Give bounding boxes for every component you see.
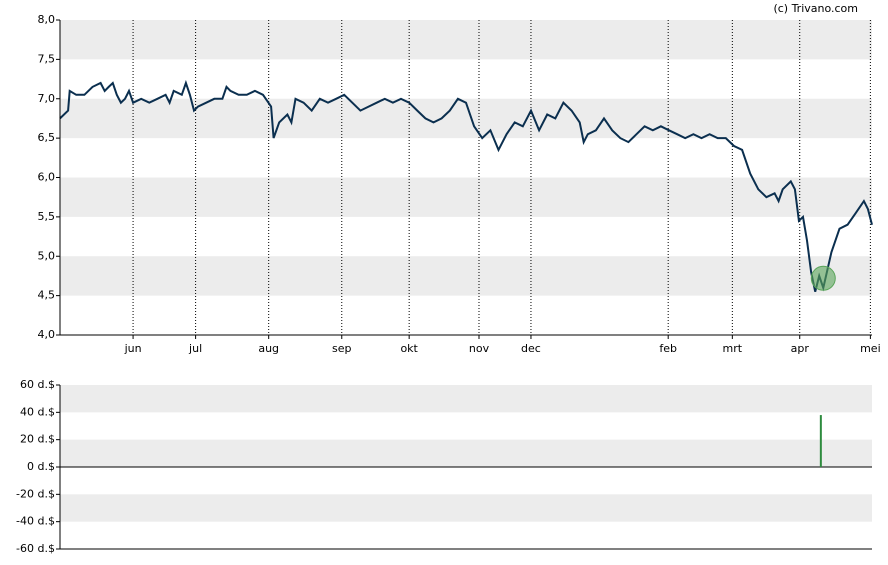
marker bbox=[810, 265, 836, 291]
x-tick-label: okt bbox=[400, 342, 418, 355]
price-line bbox=[59, 79, 873, 292]
y-tick-label: -20 d.$ bbox=[16, 487, 55, 500]
y-tick-label: 4,5 bbox=[38, 289, 56, 302]
x-tick-label: mei bbox=[860, 342, 881, 355]
y-tick-label: 60 d.$ bbox=[20, 378, 55, 391]
x-tick-label: nov bbox=[469, 342, 490, 355]
y-tick-label: 0 d.$ bbox=[27, 460, 55, 473]
y-tick-label: 4,0 bbox=[38, 328, 56, 341]
x-tick-label: jul bbox=[188, 342, 202, 355]
y-tick-label: 20 d.$ bbox=[20, 433, 55, 446]
x-tick-label: mrt bbox=[723, 342, 743, 355]
band bbox=[60, 20, 872, 60]
x-tick-label: feb bbox=[659, 342, 677, 355]
y-tick-label: 6,5 bbox=[38, 131, 56, 144]
y-tick-label: 40 d.$ bbox=[20, 405, 55, 418]
x-tick-label: aug bbox=[258, 342, 279, 355]
y-tick-label: -60 d.$ bbox=[16, 542, 55, 555]
band bbox=[60, 256, 872, 296]
band bbox=[60, 494, 872, 522]
y-tick-label: 5,0 bbox=[38, 249, 56, 262]
y-tick-label: 7,5 bbox=[38, 52, 56, 65]
y-tick-label: 8,0 bbox=[38, 13, 56, 26]
x-tick-label: sep bbox=[332, 342, 351, 355]
credit: (c) Trivano.com bbox=[773, 2, 858, 15]
x-tick-label: dec bbox=[521, 342, 541, 355]
band bbox=[60, 385, 872, 413]
y-tick-label: -40 d.$ bbox=[16, 515, 55, 528]
y-tick-label: 6,0 bbox=[38, 171, 56, 184]
x-tick-label: apr bbox=[791, 342, 810, 355]
y-tick-label: 5,5 bbox=[38, 210, 56, 223]
y-tick-label: 7,0 bbox=[38, 92, 56, 105]
band bbox=[60, 177, 872, 217]
band bbox=[60, 439, 872, 467]
x-tick-label: jun bbox=[124, 342, 142, 355]
